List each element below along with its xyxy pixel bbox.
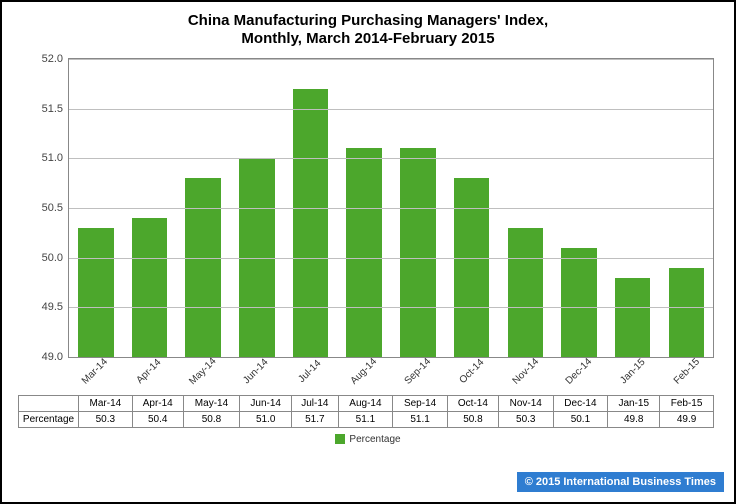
bar	[561, 248, 596, 357]
legend-swatch	[335, 434, 345, 444]
table-cell: 51.0	[240, 412, 292, 428]
table-corner-cell	[19, 396, 79, 412]
table-cell: 50.4	[132, 412, 183, 428]
grid-line	[69, 158, 713, 159]
y-tick-label: 49.5	[42, 301, 63, 313]
table-header-cell: Dec-14	[553, 396, 608, 412]
table-cell: 50.3	[498, 412, 553, 428]
grid-line	[69, 109, 713, 110]
table-header-cell: Jun-14	[240, 396, 292, 412]
plot-area: 49.049.550.050.551.051.552.0	[68, 58, 714, 358]
grid-line	[69, 59, 713, 60]
y-tick-label: 51.5	[42, 103, 63, 115]
y-tick-label: 52.0	[42, 53, 63, 65]
grid-line	[69, 208, 713, 209]
table-cell: 50.3	[79, 412, 133, 428]
bar	[293, 89, 328, 357]
table-cell: 51.1	[338, 412, 393, 428]
table-cell: 51.7	[292, 412, 338, 428]
title-line-1: China Manufacturing Purchasing Managers'…	[188, 12, 548, 29]
y-tick-label: 51.0	[42, 152, 63, 164]
bar	[508, 228, 543, 357]
table-header-cell: Jul-14	[292, 396, 338, 412]
table-header-cell: Aug-14	[338, 396, 393, 412]
table-cell: 51.1	[393, 412, 448, 428]
table-row-header: Percentage	[19, 412, 79, 428]
title-line-2: Monthly, March 2014-February 2015	[241, 30, 494, 47]
bar	[669, 268, 704, 357]
bar	[454, 178, 489, 357]
table-cell: 50.1	[553, 412, 608, 428]
data-table: Mar-14Apr-14May-14Jun-14Jul-14Aug-14Sep-…	[18, 395, 714, 428]
table-header-cell: Feb-15	[660, 396, 714, 412]
legend-label: Percentage	[349, 434, 400, 445]
bar	[132, 218, 167, 357]
table-header-cell: Mar-14	[79, 396, 133, 412]
table-header-cell: Sep-14	[393, 396, 448, 412]
table-cell: 49.9	[660, 412, 714, 428]
legend: Percentage	[12, 434, 724, 445]
bar	[346, 148, 381, 357]
y-tick-label: 49.0	[42, 351, 63, 363]
table-row: Percentage50.350.450.851.051.751.151.150…	[19, 412, 714, 428]
grid-line	[69, 258, 713, 259]
y-tick-label: 50.0	[42, 252, 63, 264]
table-header-cell: Apr-14	[132, 396, 183, 412]
table-header-row: Mar-14Apr-14May-14Jun-14Jul-14Aug-14Sep-…	[19, 396, 714, 412]
table-cell: 50.8	[183, 412, 239, 428]
table-cell: 50.8	[447, 412, 498, 428]
bar	[78, 228, 113, 357]
chart-title: China Manufacturing Purchasing Managers'…	[52, 12, 684, 48]
table-header-cell: Oct-14	[447, 396, 498, 412]
table-cell: 49.8	[608, 412, 660, 428]
bar	[615, 278, 650, 357]
bar	[185, 178, 220, 357]
y-tick-label: 50.5	[42, 202, 63, 214]
x-axis-labels: Mar-14Apr-14May-14Jun-14Jul-14Aug-14Sep-…	[68, 366, 714, 377]
copyright-text: © 2015 International Business Times	[525, 476, 716, 488]
bar	[400, 148, 435, 357]
chart-frame: China Manufacturing Purchasing Managers'…	[0, 0, 736, 504]
grid-line	[69, 307, 713, 308]
table-header-cell: Nov-14	[498, 396, 553, 412]
table-header-cell: May-14	[183, 396, 239, 412]
copyright-badge: © 2015 International Business Times	[517, 472, 724, 492]
table-header-cell: Jan-15	[608, 396, 660, 412]
